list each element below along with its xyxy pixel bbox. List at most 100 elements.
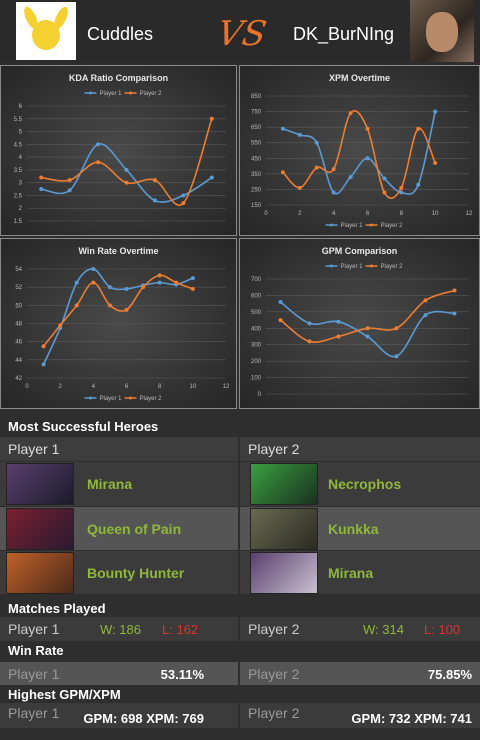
data-point [382,176,387,181]
y-tick-label: 4 [19,155,23,161]
data-point [399,185,404,190]
legend-label: Player 2 [381,264,404,270]
y-tick-label: 0 [258,392,262,398]
legend-marker [129,91,132,95]
data-point [399,190,404,195]
stat-value: GPM: 732 XPM: 741 [351,711,472,726]
data-point [67,178,72,183]
data-point [124,307,129,312]
player-label: Player 2 [248,705,300,721]
y-tick-label: 100 [251,376,262,382]
y-tick-label: 400 [251,326,262,332]
x-tick-label: 10 [432,211,439,217]
legend-label: Player 1 [341,264,364,270]
y-tick-label: 200 [251,359,262,365]
legend-marker [330,264,333,268]
data-point [74,303,79,308]
data-point [124,286,129,291]
stat-row: Player 1 W: 186 L: 162 [0,617,238,641]
chart-title: GPM Comparison [322,246,398,256]
data-point [96,142,101,147]
data-point [331,167,336,172]
x-tick-label: 0 [25,384,29,390]
data-point [181,201,186,206]
x-tick-label: 2 [58,384,62,390]
y-tick-label: 5.5 [14,117,23,123]
legend-marker [89,396,92,400]
hero-name: Kunkka [328,520,379,537]
player-name: Cuddles [87,24,154,44]
data-point [157,280,162,285]
chart: GPM Comparison 0 100 200 300 400 500 600 700 Play… [239,238,480,409]
data-point [152,178,157,183]
chart-title: Win Rate Overtime [79,246,159,256]
x-tick-label: 6 [125,384,129,390]
legend-label: Player 2 [140,396,163,402]
data-point [348,111,353,116]
data-point [382,190,387,195]
data-point [297,132,302,137]
chart-svg: XPM Overtime 150 250 350 450 550 650 750 850 0 2 4 6… [251,73,473,229]
hero-portrait [250,463,318,505]
data-point [141,285,146,290]
data-point [41,344,46,349]
player-label: Player 2 [248,621,300,637]
player-label: Player 1 [8,621,60,637]
y-tick-label: 500 [251,310,262,316]
avatar-2[interactable] [410,0,474,62]
chart-svg: GPM Comparison 0 100 200 300 400 500 600 700 Play… [251,246,469,398]
player-label: Player 1 [8,666,60,682]
legend-label: Player 1 [100,396,123,402]
x-tick-label: 8 [400,211,404,217]
data-point [452,311,457,316]
data-point [423,298,428,303]
y-tick-label: 42 [15,376,22,382]
header: Cuddles VS DK_BurNIng [0,0,480,62]
hero-portrait [250,552,318,594]
y-tick-label: 6 [19,104,23,110]
series-line [41,143,213,203]
hero-row: Mirana [0,462,238,506]
y-tick-label: 44 [15,358,22,364]
series-line [42,274,194,347]
section-title: Matches Played [0,600,480,617]
data-point [91,267,96,271]
data-point [336,319,341,324]
wins: W: 186 [100,622,141,637]
chart: KDA Ratio Comparison 1.5 2 2.5 3 3.5 4 4.5 5 5.5 6… [0,65,237,236]
data-point [190,276,195,281]
avatar-1[interactable] [16,2,76,60]
data-point [314,165,319,170]
hero-portrait [250,508,318,550]
data-point [96,160,101,165]
y-tick-label: 3 [19,181,23,187]
data-point [39,187,44,192]
y-tick-label: 250 [251,187,262,193]
y-tick-label: 3.5 [14,168,23,174]
data-point [181,193,186,198]
data-point [58,323,63,328]
hero-row: Kunkka [240,507,480,550]
x-tick-label: 8 [158,384,162,390]
hero-name: Necrophos [328,476,402,492]
hero-row: Bounty Hunter [0,551,238,594]
wins: W: 314 [363,622,404,637]
data-point [394,354,399,359]
data-point [278,318,283,323]
legend-label: Player 2 [140,91,163,97]
hero-name: Mirana [87,476,133,492]
data-point [433,160,438,165]
hero-row: Mirana [240,551,480,594]
y-tick-label: 150 [251,203,262,209]
data-point [190,286,195,291]
x-tick-label: 0 [264,211,268,217]
stat-row: Player 1 GPM: 698 XPM: 769 [0,703,238,728]
data-point [152,198,157,203]
y-tick-label: 450 [251,156,262,162]
data-point [124,167,129,172]
player-label: Player 1 [8,705,60,721]
y-tick-label: 50 [15,303,22,309]
y-tick-label: 4.5 [14,142,23,148]
stat-row: Player 2 W: 314 L: 100 [240,617,480,641]
y-tick-label: 5 [19,130,23,136]
